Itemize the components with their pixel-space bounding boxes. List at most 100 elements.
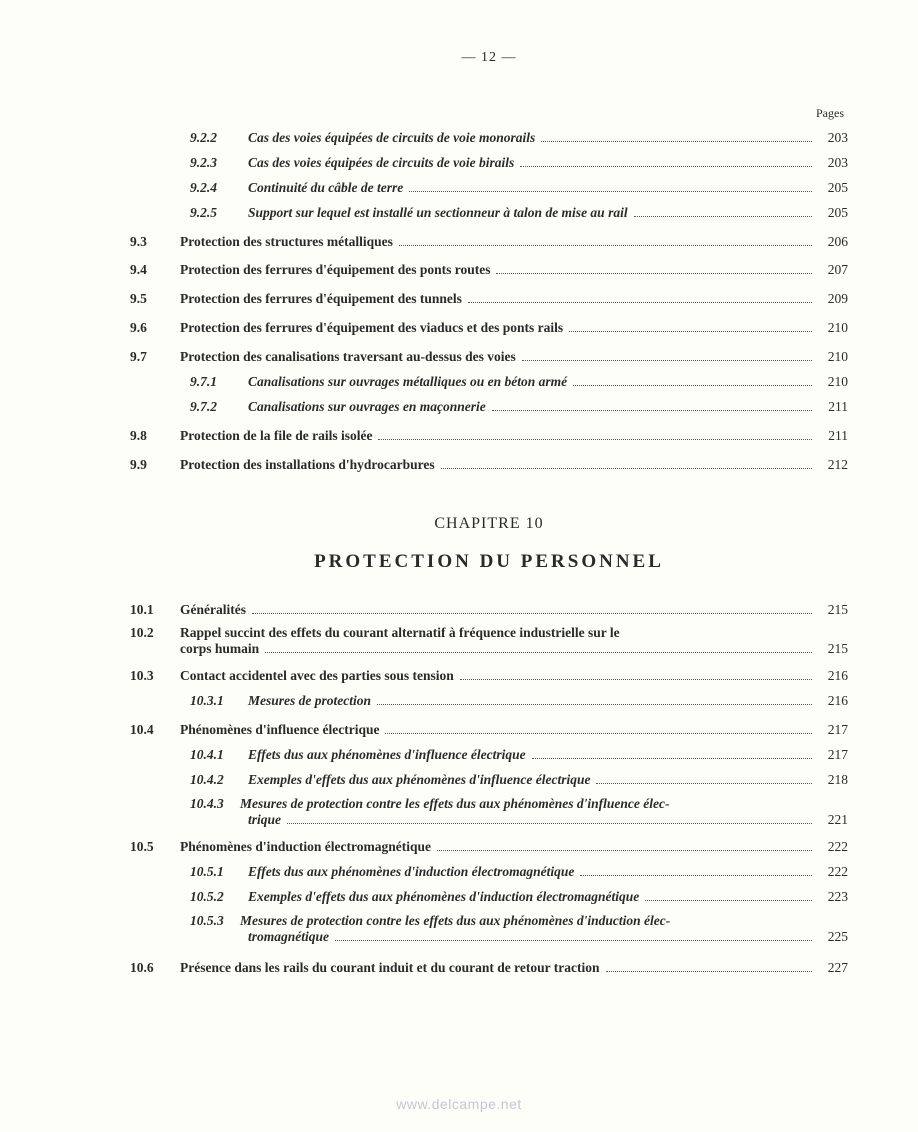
toc-entry: 10.4.2 Exemples d'effets dus aux phénomè…	[130, 771, 848, 790]
toc-entry: 9.7 Protection des canalisations travers…	[130, 348, 848, 367]
toc-number: 10.4.1	[190, 746, 234, 765]
toc-page: 215	[818, 601, 848, 620]
toc-text: Support sur lequel est installé un secti…	[248, 204, 628, 223]
toc-entry: 9.5 Protection des ferrures d'équipement…	[130, 290, 848, 309]
leader-dots	[569, 331, 812, 332]
toc-number: 9.4	[130, 261, 166, 280]
toc-text: Rappel succint des effets du courant alt…	[180, 625, 620, 641]
toc-text: Mesures de protection	[248, 692, 371, 711]
leader-dots	[377, 704, 812, 705]
toc-page: 216	[818, 692, 848, 711]
toc-text: Mesures de protection contre les effets …	[240, 796, 669, 812]
pages-column-header: Pages	[130, 106, 848, 121]
leader-dots	[265, 652, 812, 653]
leader-dots	[252, 613, 812, 614]
leader-dots	[596, 783, 812, 784]
leader-dots	[580, 875, 812, 876]
toc-entry: 9.2.5 Support sur lequel est installé un…	[130, 204, 848, 223]
toc-text: Présence dans les rails du courant indui…	[180, 959, 600, 978]
toc-text: Protection des ferrures d'équipement des…	[180, 319, 563, 338]
leader-dots	[606, 971, 813, 972]
document-page: — 12 — Pages 9.2.2 Cas des voies équipée…	[0, 0, 918, 1132]
toc-number: 10.4.3	[190, 796, 226, 812]
toc-entry-multiline: 10.4.3 Mesures de protection contre les …	[130, 796, 848, 828]
toc-entry: 9.4 Protection des ferrures d'équipement…	[130, 261, 848, 280]
toc-page: 222	[818, 863, 848, 882]
leader-dots	[541, 141, 812, 142]
toc-text: Protection des ferrures d'équipement des…	[180, 261, 490, 280]
toc-page: 210	[818, 348, 848, 367]
toc-text: Contact accidentel avec des parties sous…	[180, 667, 454, 686]
toc-number: 9.7.2	[190, 398, 234, 417]
toc-page: 225	[818, 929, 848, 945]
toc-page: 217	[818, 721, 848, 740]
toc-number: 10.6	[130, 959, 166, 978]
toc-number: 10.4.2	[190, 771, 234, 790]
leader-dots	[496, 273, 812, 274]
chapter-title: PROTECTION DU PERSONNEL	[130, 551, 848, 573]
leader-dots	[634, 216, 812, 217]
page-number: — 12 —	[130, 50, 848, 66]
toc-text: Exemples d'effets dus aux phénomènes d'i…	[248, 771, 590, 790]
leader-dots	[520, 166, 812, 167]
toc-page: 209	[818, 290, 848, 309]
toc-entry: 9.7.1 Canalisations sur ouvrages métalli…	[130, 373, 848, 392]
toc-page: 216	[818, 667, 848, 686]
toc-text: tromagnétique	[248, 929, 329, 945]
toc-number: 9.5	[130, 290, 166, 309]
leader-dots	[385, 733, 812, 734]
toc-number: 9.2.4	[190, 179, 234, 198]
toc-page: 221	[818, 812, 848, 828]
toc-page: 203	[818, 129, 848, 148]
toc-text: Généralités	[180, 601, 246, 620]
toc-entry: 9.6 Protection des ferrures d'équipement…	[130, 319, 848, 338]
chapter-heading: CHAPITRE 10	[130, 515, 848, 533]
leader-dots	[492, 410, 812, 411]
toc-entry-multiline: 10.5.3 Mesures de protection contre les …	[130, 913, 848, 945]
toc-entry: 9.2.4 Continuité du câble de terre 205	[130, 179, 848, 198]
toc-text: Protection des installations d'hydrocarb…	[180, 456, 435, 475]
toc-text: Protection des canalisations traversant …	[180, 348, 516, 367]
toc-number: 9.8	[130, 427, 166, 446]
toc-text: Canalisations sur ouvrages en maçonnerie	[248, 398, 486, 417]
toc-text: Cas des voies équipées de circuits de vo…	[248, 129, 535, 148]
toc-page: 206	[818, 233, 848, 252]
toc-entry: 9.9 Protection des installations d'hydro…	[130, 456, 848, 475]
toc-page: 210	[818, 319, 848, 338]
leader-dots	[378, 439, 812, 440]
toc-entry-multiline: 10.2 Rappel succint des effets du couran…	[130, 625, 848, 657]
toc-page: 215	[818, 641, 848, 657]
toc-entry: 9.7.2 Canalisations sur ouvrages en maço…	[130, 398, 848, 417]
toc-entry: 10.6 Présence dans les rails du courant …	[130, 959, 848, 978]
toc-number: 9.2.3	[190, 154, 234, 173]
toc-number: 9.6	[130, 319, 166, 338]
toc-text: Protection des ferrures d'équipement des…	[180, 290, 462, 309]
toc-entry: 10.5 Phénomènes d'induction électromagné…	[130, 838, 848, 857]
toc-entry: 10.1 Généralités 215	[130, 601, 848, 620]
leader-dots	[335, 940, 812, 941]
toc-text: Phénomènes d'induction électromagnétique	[180, 838, 431, 857]
toc-number: 9.2.2	[190, 129, 234, 148]
toc-entry: 10.3 Contact accidentel avec des parties…	[130, 667, 848, 686]
leader-dots	[522, 360, 812, 361]
leader-dots	[645, 900, 812, 901]
toc-entry: 9.2.3 Cas des voies équipées de circuits…	[130, 154, 848, 173]
leader-dots	[287, 823, 812, 824]
toc-page: 217	[818, 746, 848, 765]
toc-page: 227	[818, 959, 848, 978]
toc-number: 9.9	[130, 456, 166, 475]
toc-number: 9.7	[130, 348, 166, 367]
toc-text: Canalisations sur ouvrages métalliques o…	[248, 373, 567, 392]
toc-text: Effets dus aux phénomènes d'induction él…	[248, 863, 574, 882]
toc-entry: 10.4 Phénomènes d'influence électrique 2…	[130, 721, 848, 740]
toc-number: 9.3	[130, 233, 166, 252]
leader-dots	[532, 758, 812, 759]
toc-text: corps humain	[180, 641, 259, 657]
toc-number: 9.7.1	[190, 373, 234, 392]
leader-dots	[399, 245, 812, 246]
toc-number: 10.5.1	[190, 863, 234, 882]
toc-page: 205	[818, 179, 848, 198]
toc-number: 10.1	[130, 601, 166, 620]
toc-text: Continuité du câble de terre	[248, 179, 403, 198]
toc-entry: 10.5.2 Exemples d'effets dus aux phénomè…	[130, 888, 848, 907]
